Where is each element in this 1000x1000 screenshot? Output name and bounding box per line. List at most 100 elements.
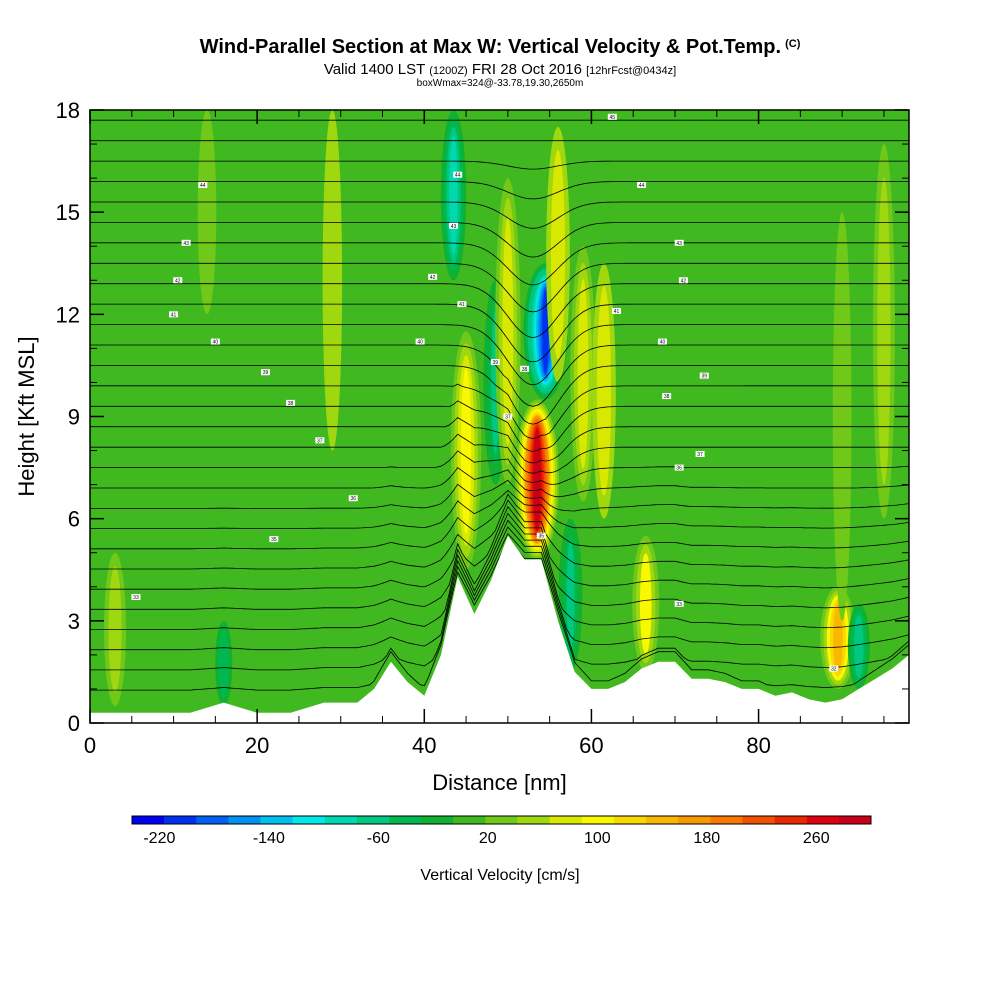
contour-label-box [637, 181, 647, 188]
colorbar-segment [581, 816, 615, 824]
chart-title-text: Wind-Parallel Section at Max W: Vertical… [199, 36, 782, 58]
chart-subtitle-2: boxWmax=324@-33.78,19.30,2650m [416, 78, 584, 89]
contour-label: 37 [315, 437, 325, 444]
contour-label-text: 36 [676, 466, 682, 472]
colorbar-segment [613, 816, 647, 824]
contour-label: 39 [699, 372, 709, 380]
chart-title-mark: (C) [785, 38, 801, 50]
contour-label: 36 [348, 495, 358, 502]
y-tick-label: 0 [68, 711, 80, 736]
colorbar-segment [678, 816, 711, 824]
w-contour-band [854, 614, 864, 678]
x-tick-label: 0 [84, 733, 96, 758]
contour-label-box [169, 311, 179, 318]
contour-labels: 44 43 42 41 40 39 38 37 36 35 33 44 43 42 41 40 39 38 37 35… [131, 113, 839, 673]
colorbar-segment [549, 816, 583, 824]
contour-label-box [269, 536, 279, 543]
isentrope-line [90, 242, 909, 286]
isentrope-line [90, 344, 909, 407]
contour-label-text: 40 [213, 340, 219, 346]
colorbar-tick-label: 180 [693, 830, 720, 847]
contour-label: 44 [637, 181, 647, 189]
contour-label-box [428, 273, 438, 280]
contour-label-box [678, 277, 688, 284]
contour-label-box [612, 307, 621, 314]
isentrope-line [90, 499, 909, 570]
contour-label: 41 [169, 311, 179, 318]
contour-label: 41 [612, 307, 621, 315]
contour-label-text: 43 [676, 241, 682, 247]
w-feature-4 [440, 110, 467, 281]
contour-label: 36 [674, 464, 684, 472]
isentrope-line [90, 303, 909, 363]
contour-label-text: 41 [614, 309, 620, 315]
y-tick-label: 15 [56, 200, 80, 225]
colorbar-segment [742, 816, 775, 824]
contour-label: 35 [269, 536, 279, 543]
contour-label-box [198, 181, 208, 188]
w-feature-1 [515, 399, 560, 560]
w-contour-band [566, 541, 575, 649]
contour-label-box [607, 113, 617, 120]
contour-label: 40 [210, 338, 220, 346]
contour-label-box [536, 532, 546, 539]
isentrope-line [90, 493, 909, 550]
isentrope-line [90, 450, 909, 485]
colorbar: -220 -140 -60 20 100 180 260 Vertical Velocity … [131, 815, 872, 884]
isentrope-line [90, 506, 909, 590]
isentrope-line [90, 201, 909, 229]
contour-label-box [181, 239, 191, 246]
colorbar-segment [228, 816, 261, 824]
isentrope-line [90, 519, 909, 630]
w-contour-band [550, 150, 566, 360]
contour-label: 43 [181, 239, 191, 247]
contour-label-text: 42 [175, 278, 181, 284]
w-feature-15 [872, 144, 895, 519]
w-feature-6 [495, 178, 521, 485]
w-contour-band [639, 553, 652, 655]
w-feature-0 [450, 331, 482, 570]
contour-label-box [829, 665, 839, 672]
contour-label-box [449, 222, 459, 229]
contour-label-text: 39 [701, 374, 707, 380]
colorbar-tick-label: -140 [253, 830, 285, 847]
contour-label-text: 42 [681, 278, 687, 284]
contour-label-box [490, 359, 500, 366]
contour-label-box [415, 338, 425, 345]
isentrope-line [90, 526, 909, 651]
colorbar-segment [485, 816, 518, 824]
contour-label-text: 33 [676, 602, 682, 608]
contour-label: 40 [657, 338, 667, 346]
chart-title: Wind-Parallel Section at Max W: Vertical… [0, 36, 1000, 59]
y-tick-label: 18 [56, 98, 80, 123]
w-contour-band [534, 430, 540, 529]
isentrope-line [90, 222, 909, 258]
isentrope-line [90, 433, 909, 474]
contour-label-text: 40 [660, 340, 666, 346]
contour-label-text: 39 [263, 370, 269, 376]
contour-label-box [261, 369, 270, 376]
colorbar-tick-label: -60 [367, 830, 390, 847]
colorbar-segment [774, 816, 808, 824]
contour-label-text: 38 [288, 401, 294, 407]
contour-label: 43 [674, 239, 684, 247]
colorbar-frame [131, 815, 872, 825]
contour-label-box [348, 495, 358, 502]
x-tick-label: 20 [245, 733, 269, 758]
contour-label: 37 [695, 450, 705, 458]
terrain [90, 535, 909, 723]
contour-label: 43 [449, 222, 459, 230]
contour-label: 39 [490, 359, 500, 366]
subtitle-valid: Valid 1400 LST [323, 61, 426, 78]
contour-label-text: 37 [317, 438, 323, 444]
contour-label-box [210, 338, 220, 345]
w-contour-band [461, 367, 472, 534]
colorbar-segment [260, 816, 293, 824]
isentrope-line [90, 160, 909, 170]
contour-label: 35 [536, 532, 546, 540]
y-tick-label: 3 [68, 609, 80, 634]
contour-label-box [131, 593, 141, 600]
contour-label: 40 [415, 338, 425, 346]
isentrope-line [90, 512, 909, 610]
contour-label-text: 35 [539, 534, 545, 540]
